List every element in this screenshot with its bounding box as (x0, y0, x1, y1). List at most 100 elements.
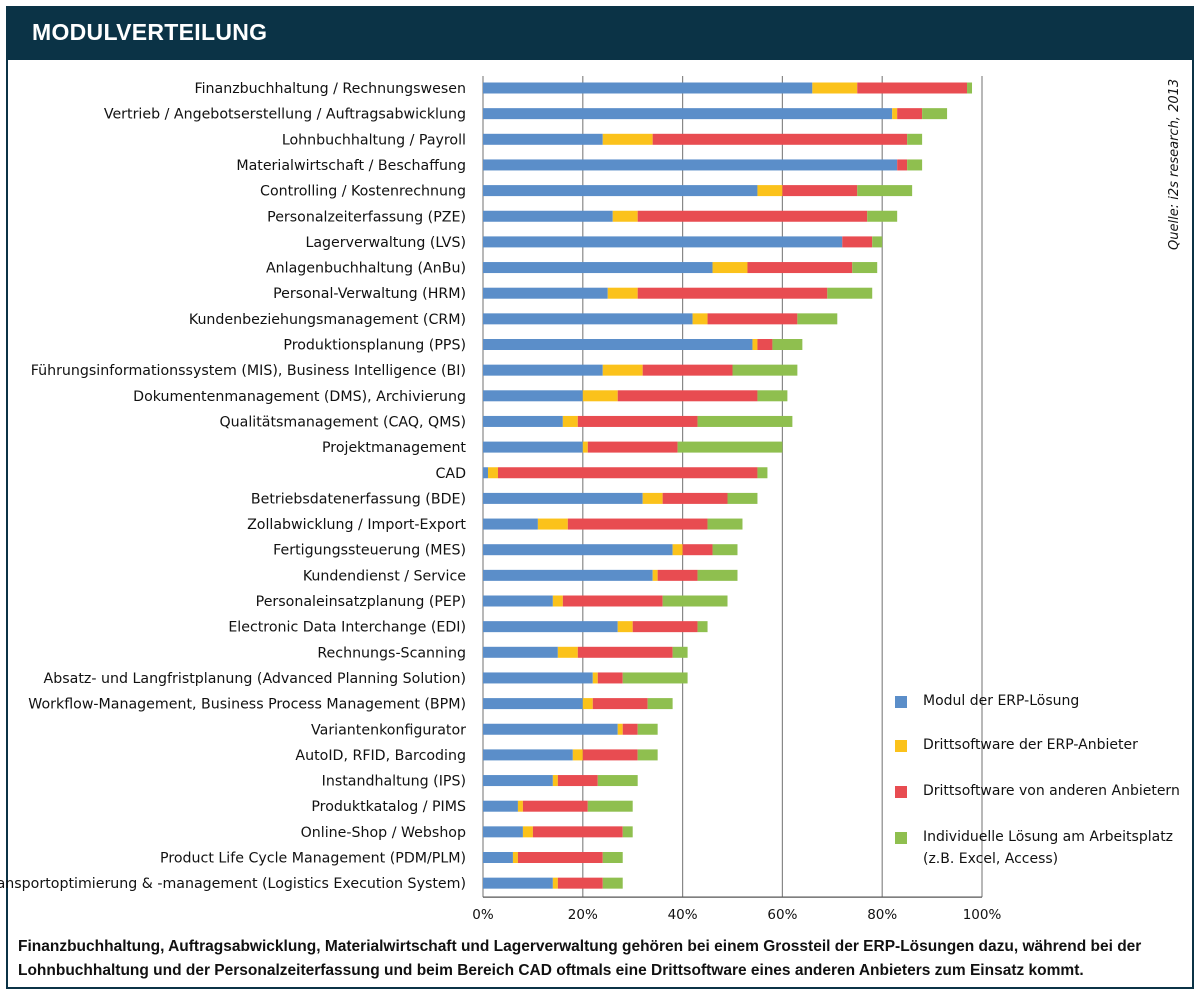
x-tick-label: 20% (568, 907, 598, 923)
bar-segment-individual (597, 775, 638, 787)
bar-segment-other-vendor (517, 852, 603, 863)
bar-segment-erp (483, 339, 753, 350)
bar-segment-erp (483, 800, 518, 812)
category-label: Personalzeiterfassung (PZE) (267, 209, 466, 225)
bar-segment-erp-vendor (512, 852, 518, 863)
bar-segment-erp (483, 82, 813, 94)
category-label: Controlling / Kostenrechnung (260, 184, 466, 200)
category-label: Personal-Verwaltung (HRM) (273, 286, 466, 302)
x-tick-label: 80% (867, 907, 897, 923)
bar-segment-other-vendor (707, 313, 798, 325)
bar-segment-other-vendor (842, 236, 873, 248)
legend-swatch (895, 786, 907, 798)
bar-segment-erp-vendor (602, 133, 653, 145)
bar-segment-erp (483, 749, 573, 761)
bar-segment-other-vendor (757, 339, 773, 350)
bar-segment-individual (677, 441, 783, 453)
category-label: Kundendienst / Service (303, 568, 466, 584)
bar-segment-individual (827, 287, 873, 299)
bar-segment-other-vendor (622, 723, 638, 735)
bar-segment-erp-vendor (607, 287, 638, 299)
bar-segment-erp-vendor (757, 185, 783, 197)
bar-segment-other-vendor (522, 800, 588, 812)
bar-segment-other-vendor (597, 672, 623, 684)
bar-segment-erp (483, 364, 603, 376)
bar-segment-other-vendor (577, 415, 698, 427)
category-label: Electronic Data Interchange (EDI) (228, 620, 466, 636)
bar-segment-other-vendor (857, 82, 968, 94)
bar-segment-erp (483, 877, 553, 889)
bar-segment-other-vendor (632, 621, 698, 633)
bar-segment-erp (483, 544, 673, 556)
bar-segment-other-vendor (637, 210, 868, 222)
bar-segment-individual (867, 210, 898, 222)
bar-segment-erp-vendor (672, 544, 683, 556)
bar-segment-erp-vendor (537, 518, 568, 530)
bar-segment-erp-vendor (752, 339, 758, 350)
bar-segment-individual (697, 569, 738, 581)
bar-segment-other-vendor (662, 492, 728, 504)
category-label: Dokumentenmanagement (DMS), Archivierung (133, 389, 466, 405)
bar-segment-other-vendor (897, 108, 923, 120)
bar-segment-erp (483, 723, 618, 735)
bar-segment-other-vendor (587, 441, 678, 453)
category-label: Zollabwicklung / Import-Export (247, 517, 466, 533)
bar-segment-other-vendor (592, 698, 648, 710)
bar-segment-erp (483, 492, 643, 504)
header-bar: MODULVERTEILUNG (6, 6, 1194, 60)
bar-segment-individual (602, 852, 623, 863)
bar-segment-erp (483, 672, 593, 684)
legend-swatch (895, 832, 907, 844)
x-tick-label: 0% (472, 907, 494, 923)
legend-swatch (895, 696, 907, 708)
category-label: Fertigungssteuerung (MES) (273, 543, 466, 559)
category-label: Produktkatalog / PIMS (311, 799, 466, 815)
bar-segment-erp-vendor (582, 390, 618, 402)
bar-segment-erp (483, 518, 538, 530)
bar-segment-individual (602, 877, 623, 889)
bar-segment-erp-vendor (552, 595, 563, 607)
bar-segment-erp (483, 313, 693, 325)
category-label: Online-Shop / Webshop (301, 825, 466, 841)
bar-segment-erp (483, 390, 583, 402)
bar-segment-individual (922, 108, 948, 120)
bar-segment-erp (483, 441, 583, 453)
chart-caption: Finanzbuchhaltung, Auftragsabwicklung, M… (18, 938, 1142, 979)
bar-segment-erp (483, 826, 523, 838)
bar-segment-individual (697, 621, 708, 633)
bar-segment-erp (483, 595, 553, 607)
bar-segment-erp-vendor (592, 672, 598, 684)
category-label: AutoID, RFID, Barcoding (295, 748, 466, 764)
category-label: Finanzbuchhaltung / Rechnungswesen (194, 81, 466, 97)
category-label: Produktionsplanung (PPS) (283, 338, 466, 354)
category-label: Qualitätsmanagement (CAQ, QMS) (219, 414, 466, 430)
bar-segment-individual (852, 262, 878, 274)
bar-segment-erp-vendor (582, 698, 593, 710)
source-text: Quelle: i2s research, 2013 (1167, 78, 1182, 250)
category-label: Workflow-Management, Business Process Ma… (28, 697, 466, 713)
bar-segment-erp (483, 646, 558, 658)
x-tick-label: 100% (963, 907, 1002, 923)
bar-segment-other-vendor (637, 287, 828, 299)
bar-segment-erp (483, 467, 488, 479)
category-label: CAD (435, 466, 466, 482)
category-label: Instandhaltung (IPS) (322, 774, 466, 790)
bar-segment-other-vendor (557, 877, 603, 889)
bar-segment-individual (712, 544, 738, 556)
bar-segment-erp-vendor (617, 723, 623, 735)
bar-segment-erp-vendor (892, 108, 898, 120)
legend-label: Drittsoftware der ERP-Anbieter (923, 737, 1138, 753)
bar-segment-other-vendor (562, 595, 663, 607)
x-tick-label: 40% (668, 907, 698, 923)
bar-segment-erp-vendor (562, 415, 578, 427)
bar-segment-erp (483, 775, 553, 787)
bar-segment-other-vendor (532, 826, 623, 838)
category-label: Variantenkonfigurator (311, 722, 466, 738)
bar-segment-erp (483, 852, 513, 863)
bar-segment-erp (483, 185, 758, 197)
bar-segment-individual (967, 82, 973, 94)
category-label: Betriebsdatenerfassung (BDE) (251, 491, 466, 507)
category-label: Rechnungs-Scanning (317, 645, 466, 661)
bar-segment-erp-vendor (517, 800, 523, 812)
